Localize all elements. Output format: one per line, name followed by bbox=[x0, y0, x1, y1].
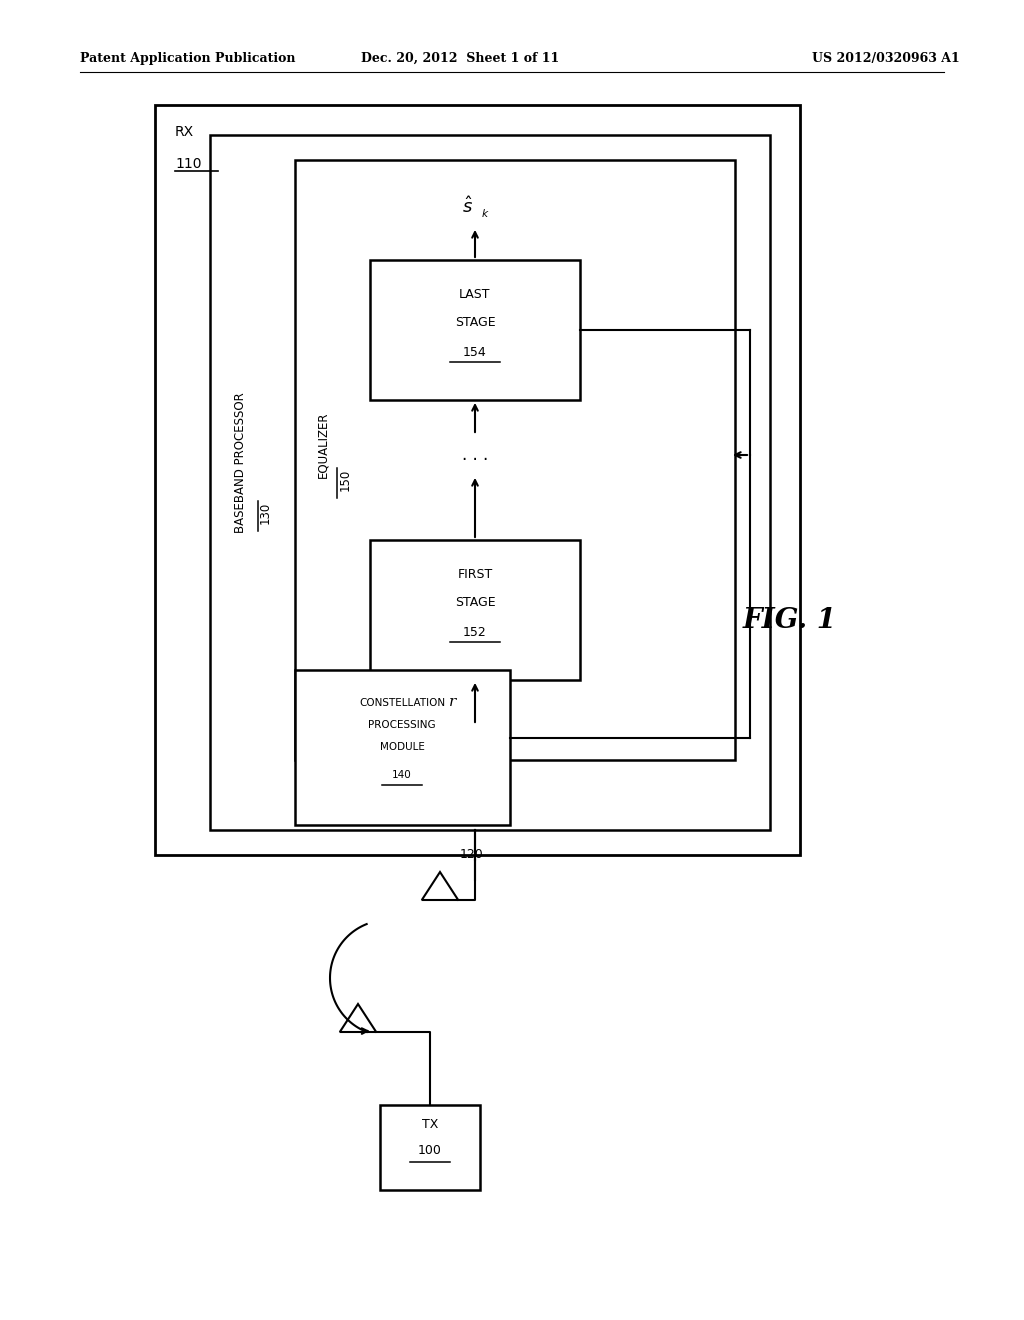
Bar bbox=[295, 160, 735, 760]
Bar bbox=[155, 106, 800, 855]
Text: 110: 110 bbox=[175, 157, 202, 172]
Text: CONSTELLATION: CONSTELLATION bbox=[359, 698, 445, 708]
Bar bbox=[210, 135, 770, 830]
Text: Patent Application Publication: Patent Application Publication bbox=[80, 51, 296, 65]
Text: 130: 130 bbox=[258, 502, 271, 524]
Text: 140: 140 bbox=[392, 770, 412, 780]
Text: STAGE: STAGE bbox=[455, 315, 496, 329]
Bar bbox=[380, 1105, 480, 1191]
Text: EQUALIZER: EQUALIZER bbox=[316, 412, 330, 478]
Text: 152: 152 bbox=[463, 626, 486, 639]
Text: STAGE: STAGE bbox=[455, 595, 496, 609]
Text: $\hat{s}$: $\hat{s}$ bbox=[462, 197, 473, 218]
Text: FIRST: FIRST bbox=[458, 569, 493, 582]
Text: TX: TX bbox=[422, 1118, 438, 1131]
Text: BASEBAND PROCESSOR: BASEBAND PROCESSOR bbox=[233, 392, 247, 533]
Text: RX: RX bbox=[175, 125, 195, 139]
Bar bbox=[370, 260, 580, 400]
Text: 100: 100 bbox=[418, 1143, 442, 1156]
Text: r: r bbox=[450, 696, 457, 709]
Text: 120: 120 bbox=[460, 847, 483, 861]
Text: PROCESSING: PROCESSING bbox=[369, 719, 436, 730]
Text: FIG. 1: FIG. 1 bbox=[743, 606, 837, 634]
Text: 150: 150 bbox=[339, 469, 351, 491]
Text: MODULE: MODULE bbox=[380, 742, 424, 752]
Text: Dec. 20, 2012  Sheet 1 of 11: Dec. 20, 2012 Sheet 1 of 11 bbox=[360, 51, 559, 65]
Text: $_k$: $_k$ bbox=[481, 206, 489, 220]
Text: . . .: . . . bbox=[462, 446, 488, 465]
Bar bbox=[295, 671, 510, 825]
Text: 154: 154 bbox=[463, 346, 486, 359]
Text: US 2012/0320963 A1: US 2012/0320963 A1 bbox=[812, 51, 961, 65]
Text: LAST: LAST bbox=[459, 289, 490, 301]
Bar bbox=[370, 540, 580, 680]
